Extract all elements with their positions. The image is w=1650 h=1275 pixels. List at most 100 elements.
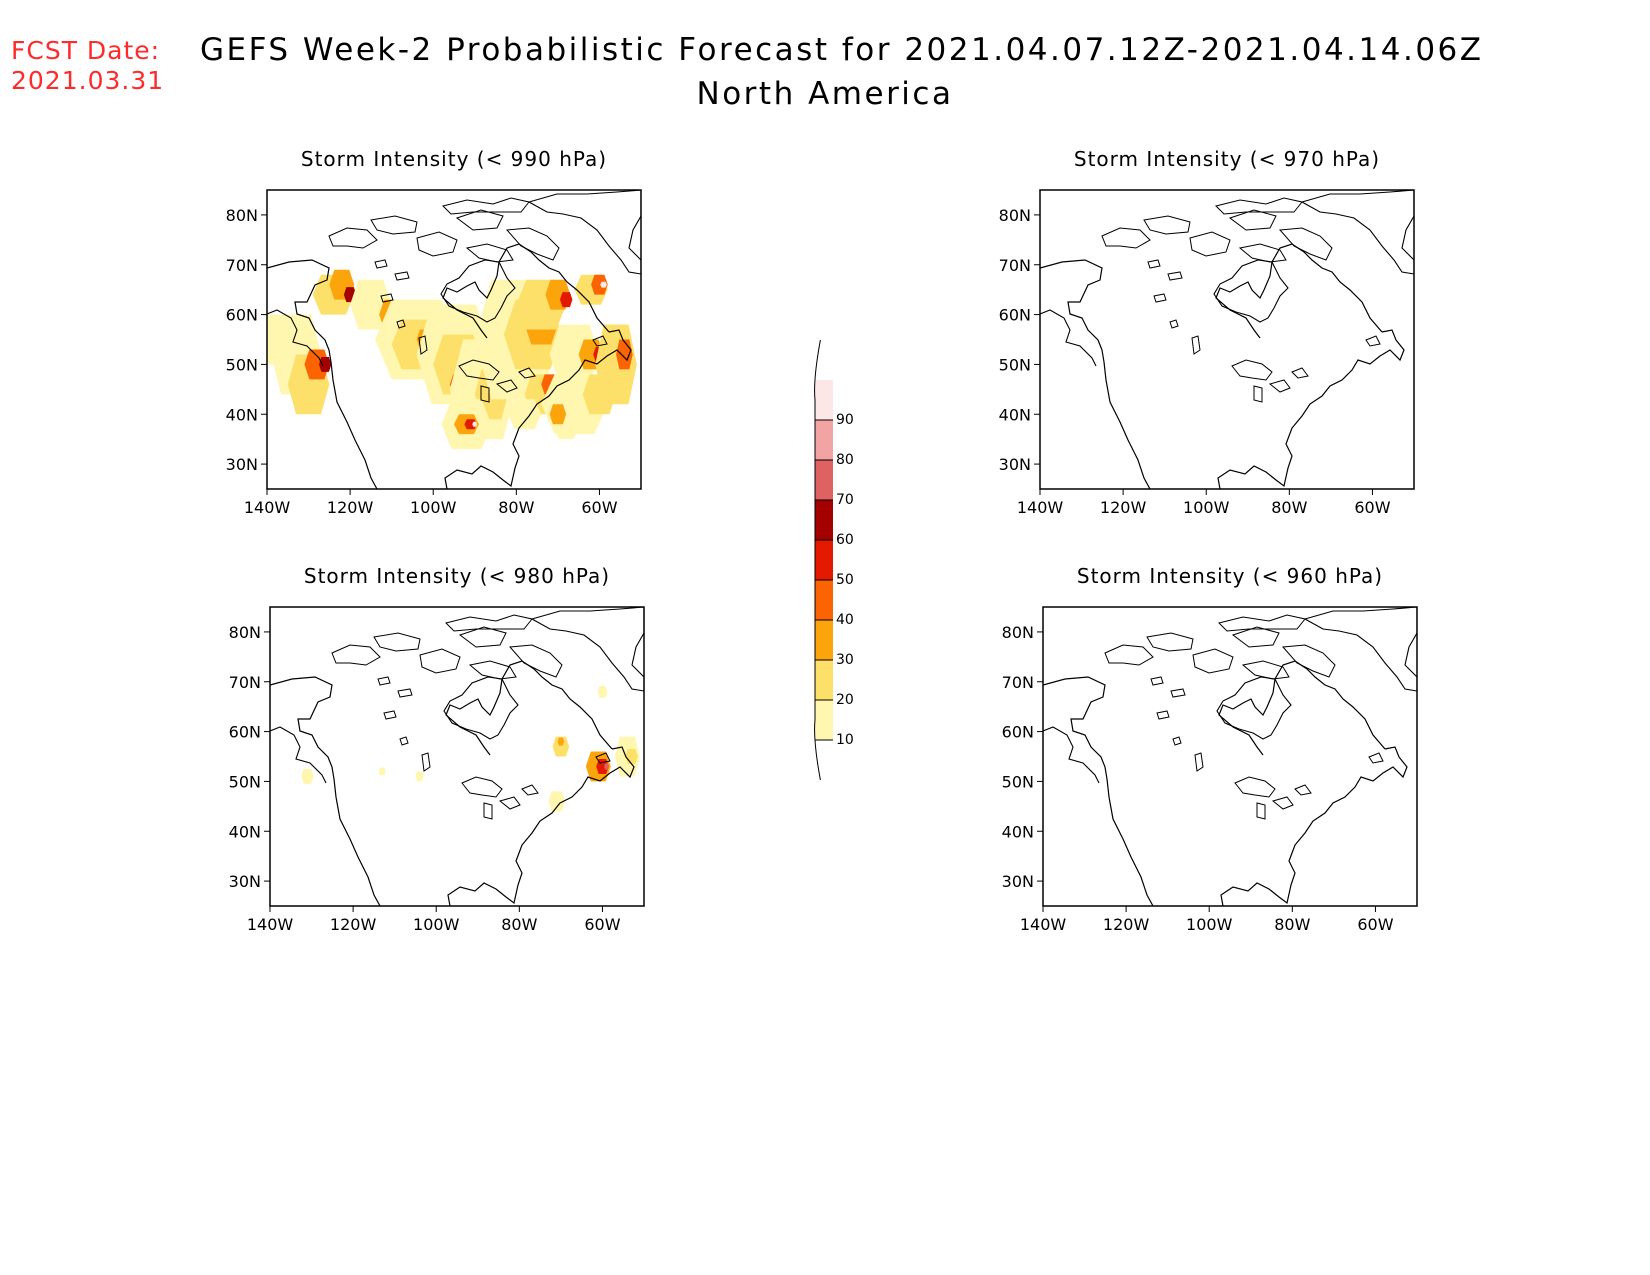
probability-region — [415, 771, 424, 782]
lat-tick-label: 50N — [229, 772, 261, 791]
lat-tick-label: 80N — [226, 206, 258, 225]
map-frame — [269, 606, 645, 907]
lon-tick-label: 80W — [498, 498, 534, 517]
probability-region — [472, 421, 478, 427]
lat-tick-label: 60N — [999, 306, 1031, 325]
probability-region — [548, 791, 566, 812]
map-frame — [266, 189, 642, 490]
lat-tick-label: 30N — [229, 872, 261, 891]
lat-tick-label: 60N — [229, 723, 261, 742]
map-area — [270, 607, 644, 906]
colorbar-swatch — [815, 620, 833, 660]
probability-region — [508, 399, 542, 430]
probability-region — [616, 339, 633, 370]
lat-tick-label: 30N — [226, 455, 258, 474]
panel-storm-980: Storm Intensity (< 980 hPa) 80N 70N 60N 50N 4… — [229, 564, 645, 934]
lat-tick-label: 40N — [999, 405, 1031, 424]
lat-tick-label: 70N — [1002, 673, 1034, 692]
map-frame — [1039, 189, 1415, 490]
probability-region — [582, 374, 617, 415]
lat-tick-label: 50N — [1002, 772, 1034, 791]
lat-tick-label: 40N — [229, 822, 261, 841]
colorbar-level-label: 70 — [836, 492, 854, 508]
lon-tick-label: 120W — [1100, 498, 1147, 517]
sub-title: North America — [696, 76, 954, 112]
colorbar-swatch — [815, 380, 833, 420]
lon-tick-label: 100W — [1183, 498, 1230, 517]
lon-tick-label: 60W — [1357, 915, 1393, 934]
lat-tick-label: 40N — [1002, 822, 1034, 841]
lat-tick-label: 70N — [229, 673, 261, 692]
colorbar-level-label: 80 — [836, 452, 854, 468]
lat-tick-label: 80N — [1002, 623, 1034, 642]
map-frame — [1042, 606, 1418, 907]
lat-tick-label: 40N — [226, 405, 258, 424]
lon-tick-label: 140W — [244, 498, 291, 517]
colorbar-swatch — [815, 580, 833, 620]
lon-tick-label: 140W — [247, 915, 294, 934]
fcst-label: FCST Date: — [11, 36, 161, 65]
panel-storm-960: Storm Intensity (< 960 hPa) 80N 70N 60N 50N 4… — [1002, 564, 1418, 934]
map-area — [267, 190, 641, 489]
colorbar-swatch — [815, 540, 833, 580]
lat-tick-label: 70N — [226, 256, 258, 275]
lat-tick-label: 70N — [999, 256, 1031, 275]
colorbar-level-label: 20 — [836, 692, 854, 708]
map-area — [1043, 607, 1417, 906]
colorbar-swatch — [815, 500, 833, 540]
colorbar-level-label: 90 — [836, 412, 854, 428]
colorbar-swatch — [815, 460, 833, 500]
panel-title: Storm Intensity (< 960 hPa) — [1077, 564, 1383, 588]
probability-region — [318, 356, 332, 372]
panel-title: Storm Intensity (< 970 hPa) — [1074, 147, 1380, 171]
panel-title: Storm Intensity (< 980 hPa) — [304, 564, 610, 588]
lon-tick-label: 100W — [410, 498, 457, 517]
lat-tick-label: 60N — [226, 306, 258, 325]
lon-tick-label: 100W — [413, 915, 460, 934]
lon-tick-label: 80W — [1271, 498, 1307, 517]
colorbar-legend: 10 20 30 40 50 60 70 80 90 — [814, 339, 854, 781]
colorbar-level-label: 60 — [836, 532, 854, 548]
lat-tick-label: 80N — [229, 623, 261, 642]
lat-tick-label: 50N — [226, 355, 258, 374]
lon-tick-label: 140W — [1017, 498, 1064, 517]
colorbar-level-label: 10 — [836, 732, 854, 748]
lon-tick-label: 100W — [1186, 915, 1233, 934]
colorbar-level-label: 40 — [836, 612, 854, 628]
main-title: GEFS Week-2 Probabilistic Forecast for 2… — [200, 32, 1484, 68]
fcst-date: 2021.03.31 — [11, 66, 165, 95]
lat-tick-label: 30N — [999, 455, 1031, 474]
lon-tick-label: 120W — [1103, 915, 1150, 934]
panel-storm-990: Storm Intensity (< 990 hPa) 80N 70N 60N 50N 4… — [226, 147, 642, 517]
panel-title: Storm Intensity (< 990 hPa) — [301, 147, 607, 171]
forecast-date-label: FCST Date: 2021.03.31 — [11, 36, 164, 96]
probability-region — [591, 274, 608, 295]
lon-tick-label: 120W — [330, 915, 377, 934]
lon-tick-label: 60W — [581, 498, 617, 517]
lon-tick-label: 60W — [584, 915, 620, 934]
lon-tick-label: 80W — [1274, 915, 1310, 934]
colorbar-swatch — [815, 700, 833, 740]
probability-region — [267, 314, 292, 365]
probability-region — [600, 281, 607, 288]
probability-region — [597, 685, 608, 698]
probability-region — [559, 292, 573, 308]
lat-tick-label: 50N — [999, 355, 1031, 374]
probability-region — [301, 768, 314, 784]
lon-tick-label: 80W — [501, 915, 537, 934]
probability-region — [604, 763, 610, 770]
probability-region — [378, 767, 386, 776]
probability-region — [625, 749, 638, 764]
probability-region — [557, 737, 565, 746]
lon-tick-label: 120W — [327, 498, 374, 517]
probability-region — [549, 404, 567, 425]
probability-region — [552, 736, 570, 757]
map-area — [1040, 190, 1414, 489]
colorbar-swatch — [815, 420, 833, 460]
lat-tick-label: 30N — [1002, 872, 1034, 891]
colorbar-swatch — [815, 660, 833, 700]
colorbar-level-label: 50 — [836, 572, 854, 588]
lon-tick-label: 140W — [1020, 915, 1067, 934]
lat-tick-label: 80N — [999, 206, 1031, 225]
